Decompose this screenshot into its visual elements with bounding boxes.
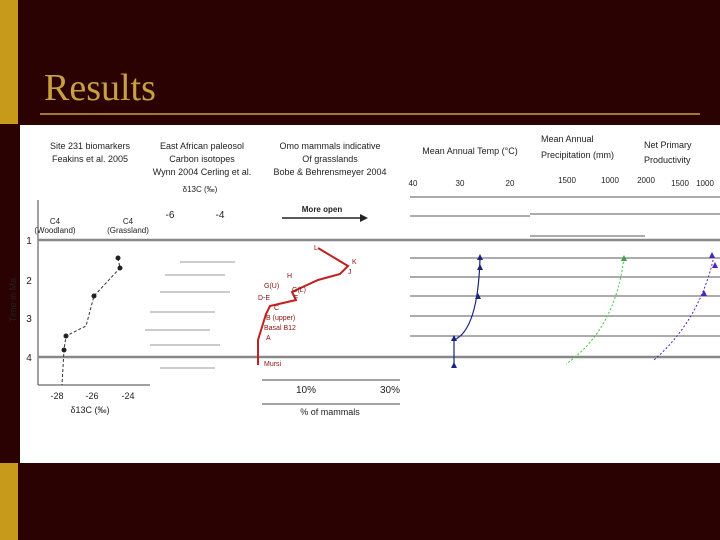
member-label: B (upper) <box>266 315 295 322</box>
tick-label: -28 <box>50 391 63 401</box>
accent-bar <box>0 463 18 540</box>
panel-header: Of grasslands <box>302 154 358 164</box>
tick-label: 10% <box>296 385 316 396</box>
precip-curve <box>565 257 625 365</box>
member-label: H <box>287 273 292 280</box>
npp-points <box>701 252 718 296</box>
member-label: F <box>294 295 298 302</box>
panel-header: Wynn 2004 Cerling et al. <box>153 167 251 177</box>
tick-label: -26 <box>85 391 98 401</box>
points <box>61 255 123 353</box>
axis-title: Time in Ma <box>8 278 18 322</box>
member-label: G(U) <box>264 283 279 290</box>
temp-points <box>451 254 483 368</box>
tick-label: 20 <box>506 179 515 188</box>
panel-header: East African paleosol <box>160 141 244 151</box>
tick-label: 2000 <box>637 176 655 185</box>
panel-header: Omo mammals indicative <box>279 141 380 151</box>
member-label: Basal B12 <box>264 325 296 332</box>
member-label: G(L) <box>292 287 306 294</box>
member-label: A <box>266 335 271 342</box>
accent-bar <box>0 0 18 124</box>
tick-label: 1500 <box>558 176 576 185</box>
panel-header: Carbon isotopes <box>169 154 235 164</box>
arrow-head <box>360 214 368 222</box>
npp-curve <box>653 255 715 361</box>
panel-title: Precipitation (mm) <box>541 150 614 160</box>
tick-label: 40 <box>409 179 418 188</box>
slide-title: Results <box>44 67 156 109</box>
panel-header: Bobe & Behrensmeyer 2004 <box>273 167 386 177</box>
member-label: C <box>274 305 279 312</box>
label: (Grassland) <box>107 226 149 235</box>
member-label: K <box>352 259 357 266</box>
panel-header: Site 231 biomarkers <box>50 141 131 151</box>
tick-label: 1 <box>26 236 32 247</box>
tick-label: 2 <box>26 276 32 287</box>
label: C4 <box>50 217 61 226</box>
axis-title: δ13C (‰) <box>70 405 109 415</box>
tick-label: 1000 <box>696 179 714 188</box>
axis-label: δ13C (‰) <box>183 185 218 194</box>
member-label: Mursi <box>264 361 282 368</box>
panel-title: Mean Annual <box>541 134 594 144</box>
tick-label: 3 <box>26 314 32 325</box>
panel-title: Productivity <box>644 155 691 165</box>
panel-header: Feakins et al. 2005 <box>52 154 128 164</box>
omo-curve <box>257 247 350 365</box>
figure-bg <box>20 125 720 463</box>
member-label: J <box>348 269 352 276</box>
arrow-label: More open <box>302 205 343 214</box>
tick-label: 1500 <box>671 179 689 188</box>
tick-label: -24 <box>121 391 134 401</box>
tick-label: 30 <box>456 179 465 188</box>
axis-title: % of mammals <box>300 407 360 417</box>
precip-points <box>621 255 627 261</box>
row-lines <box>410 196 720 337</box>
label: C4 <box>123 217 134 226</box>
member-label: D-E <box>258 295 270 302</box>
member-label: L <box>314 245 318 252</box>
tick-label: -4 <box>216 210 225 221</box>
paleosol-points <box>145 261 235 369</box>
panel-title: Mean Annual Temp (°C) <box>422 146 517 156</box>
label: (Woodland) <box>34 226 76 235</box>
panel-title: Net Primary <box>644 140 692 150</box>
tick-label: 1000 <box>601 176 619 185</box>
tick-label: 30% <box>380 385 400 396</box>
tick-label: -6 <box>166 210 175 221</box>
tick-label: 4 <box>26 353 32 364</box>
